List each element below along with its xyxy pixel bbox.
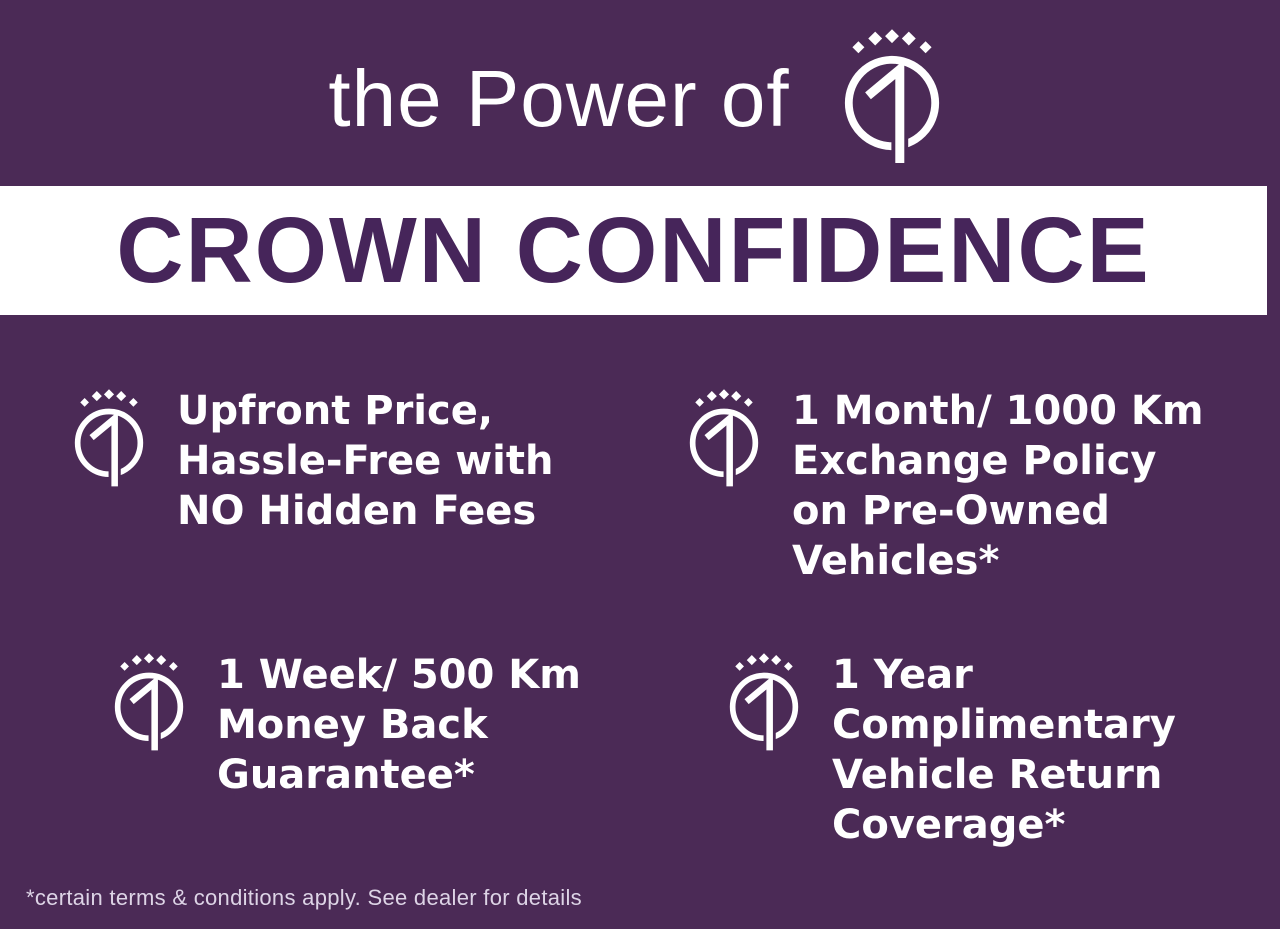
feature-exchange-policy: 1 Month/ 1000 Km Exchange Policy on Pre-… — [680, 388, 1280, 586]
feature-text: 1 Week/ 500 Km Money Back Guarantee* — [217, 652, 581, 798]
feature-text: 1 Year Complimentary Vehicle Return Cove… — [832, 652, 1176, 848]
feature-money-back: 1 Week/ 500 Km Money Back Guarantee* — [65, 652, 680, 850]
header: the Power of — [0, 0, 1280, 186]
features-grid: Upfront Price, Hassle-Free with NO Hidde… — [0, 315, 1280, 850]
feature-upfront-price: Upfront Price, Hassle-Free with NO Hidde… — [65, 388, 680, 586]
one-crown-icon — [680, 388, 768, 489]
crown-confidence-band: CROWN CONFIDENCE — [0, 186, 1280, 315]
one-crown-logo-icon — [832, 19, 952, 175]
band-title: CROWN CONFIDENCE — [116, 198, 1151, 302]
one-crown-icon — [720, 652, 808, 753]
feature-text: Upfront Price, Hassle-Free with NO Hidde… — [177, 388, 554, 534]
terms-disclaimer: *certain terms & conditions apply. See d… — [26, 885, 582, 910]
one-crown-icon — [105, 652, 193, 753]
header-title: the Power of — [328, 54, 790, 143]
feature-return-coverage: 1 Year Complimentary Vehicle Return Cove… — [680, 652, 1280, 850]
one-crown-icon — [65, 388, 153, 489]
feature-text: 1 Month/ 1000 Km Exchange Policy on Pre-… — [792, 388, 1204, 584]
